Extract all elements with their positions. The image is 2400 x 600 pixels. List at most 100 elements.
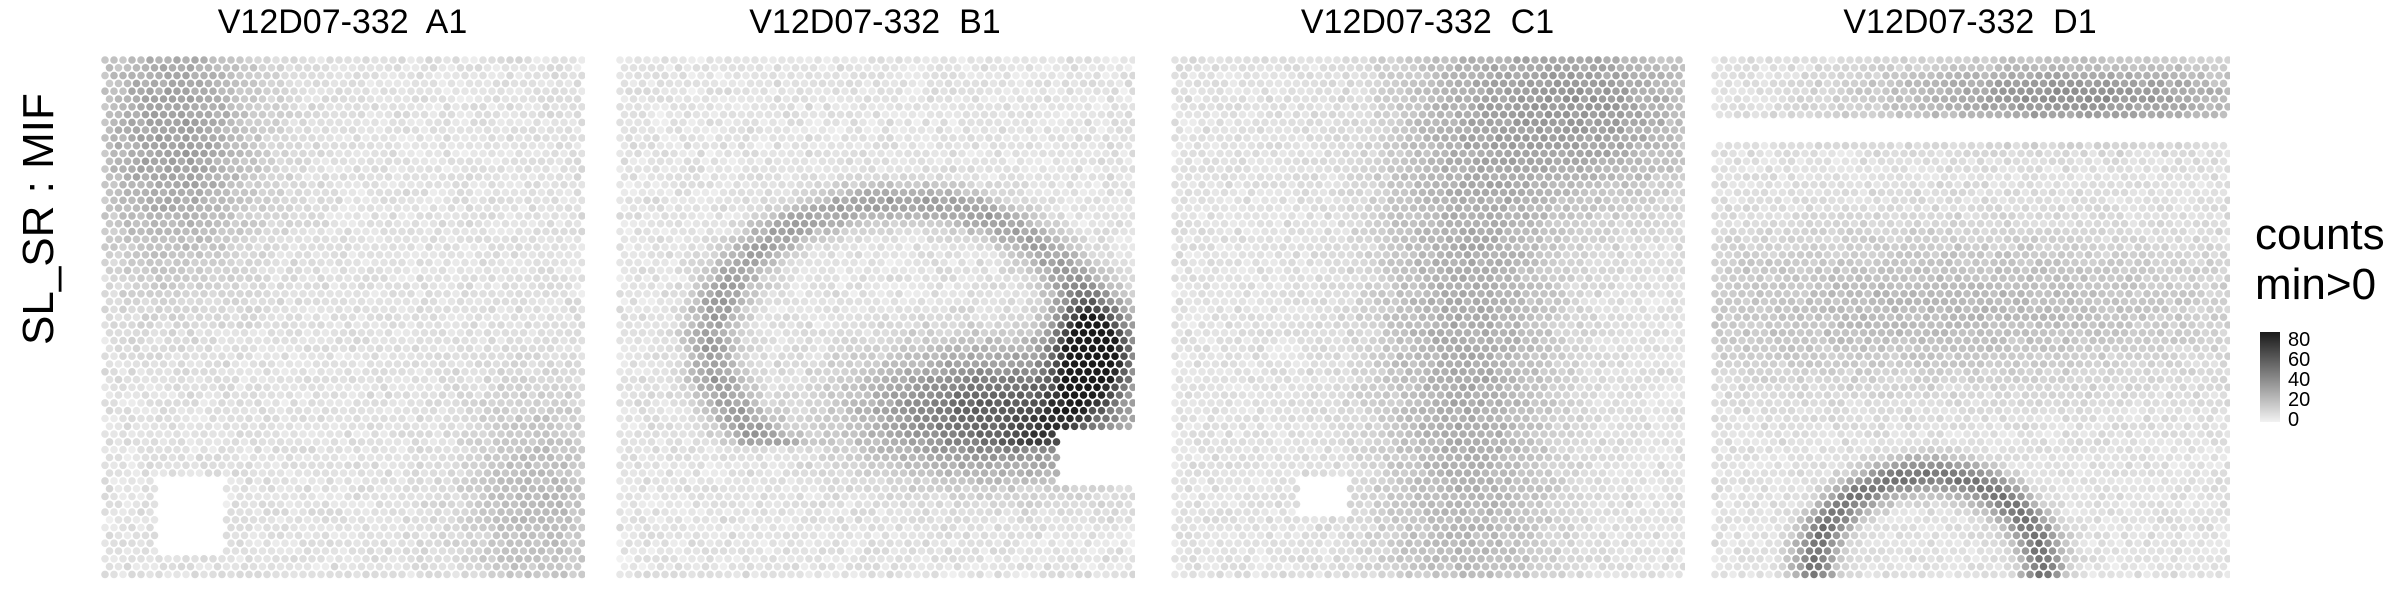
spot <box>366 64 375 72</box>
spot <box>366 313 375 322</box>
spot <box>380 383 388 392</box>
spot <box>330 297 339 306</box>
spot <box>420 453 429 462</box>
spot <box>533 180 541 189</box>
spot <box>1003 243 1011 251</box>
spot <box>281 149 289 158</box>
spot <box>312 406 321 415</box>
spot <box>411 344 420 353</box>
spot <box>164 414 172 423</box>
spot <box>123 344 132 353</box>
spot <box>393 329 402 337</box>
spot <box>1021 165 1029 173</box>
spot <box>1021 56 1029 64</box>
spot <box>980 95 989 103</box>
spot <box>164 243 172 251</box>
spot <box>1048 196 1056 205</box>
spot <box>375 438 384 446</box>
spot <box>773 235 782 244</box>
spot <box>524 165 532 173</box>
spot <box>809 157 818 166</box>
spot <box>719 251 728 259</box>
spot <box>137 87 145 95</box>
spot <box>515 56 523 64</box>
spot <box>647 188 656 197</box>
spot <box>425 508 433 516</box>
spot <box>479 523 487 532</box>
spot <box>845 95 854 103</box>
spot <box>362 196 370 205</box>
spot <box>438 64 447 72</box>
spot <box>267 157 276 166</box>
spot <box>321 547 330 555</box>
spot <box>137 430 145 438</box>
spot <box>800 141 809 150</box>
spot <box>701 219 710 228</box>
spot <box>146 118 154 127</box>
spot <box>533 555 541 563</box>
spot <box>935 219 944 228</box>
spot <box>303 173 312 181</box>
spot <box>692 251 701 259</box>
spot <box>1021 103 1029 111</box>
spot <box>710 95 719 103</box>
spot <box>1129 56 1135 64</box>
spot <box>501 126 510 134</box>
spot <box>231 141 240 150</box>
spot <box>465 173 474 181</box>
spot <box>227 492 235 501</box>
spot <box>1039 56 1047 64</box>
spot <box>578 149 585 158</box>
spot <box>398 103 406 111</box>
spot <box>899 141 908 150</box>
spot <box>429 95 438 103</box>
spot <box>1021 118 1029 127</box>
spot <box>236 180 244 189</box>
panel-b1: V12D07-332 B1 <box>615 0 1135 600</box>
spot <box>913 87 921 95</box>
spot <box>465 329 474 337</box>
spot <box>254 461 262 470</box>
spot <box>114 95 123 103</box>
spot <box>200 134 208 142</box>
spot <box>240 344 249 353</box>
spot <box>1066 103 1074 111</box>
spot <box>755 141 764 150</box>
spot <box>168 79 177 88</box>
spot <box>904 134 912 142</box>
spot <box>294 188 303 197</box>
spot <box>285 406 294 415</box>
spot <box>483 282 492 290</box>
spot <box>1012 118 1020 127</box>
spot <box>357 282 366 290</box>
spot <box>967 87 975 95</box>
spot <box>150 173 159 181</box>
spot <box>465 313 474 322</box>
spot <box>281 212 289 220</box>
spot <box>908 157 917 166</box>
spot <box>935 126 944 134</box>
spot <box>240 469 249 477</box>
spot <box>389 87 397 95</box>
spot <box>137 523 145 532</box>
spot <box>245 258 253 267</box>
spot <box>746 251 755 259</box>
spot <box>643 87 651 95</box>
spot <box>886 227 894 236</box>
spot <box>899 173 908 181</box>
panel-title: V12D07-332 A1 <box>217 3 468 41</box>
spot <box>285 204 294 212</box>
spot <box>569 399 577 407</box>
spot <box>101 368 109 376</box>
spot <box>528 360 537 368</box>
spot <box>294 329 303 337</box>
spot <box>353 103 361 111</box>
spot <box>881 173 890 181</box>
spot <box>330 219 339 228</box>
spot <box>573 282 582 290</box>
spot <box>321 360 330 368</box>
spot <box>510 282 519 290</box>
spot <box>1088 204 1097 212</box>
spot <box>528 95 537 103</box>
spot <box>375 329 384 337</box>
